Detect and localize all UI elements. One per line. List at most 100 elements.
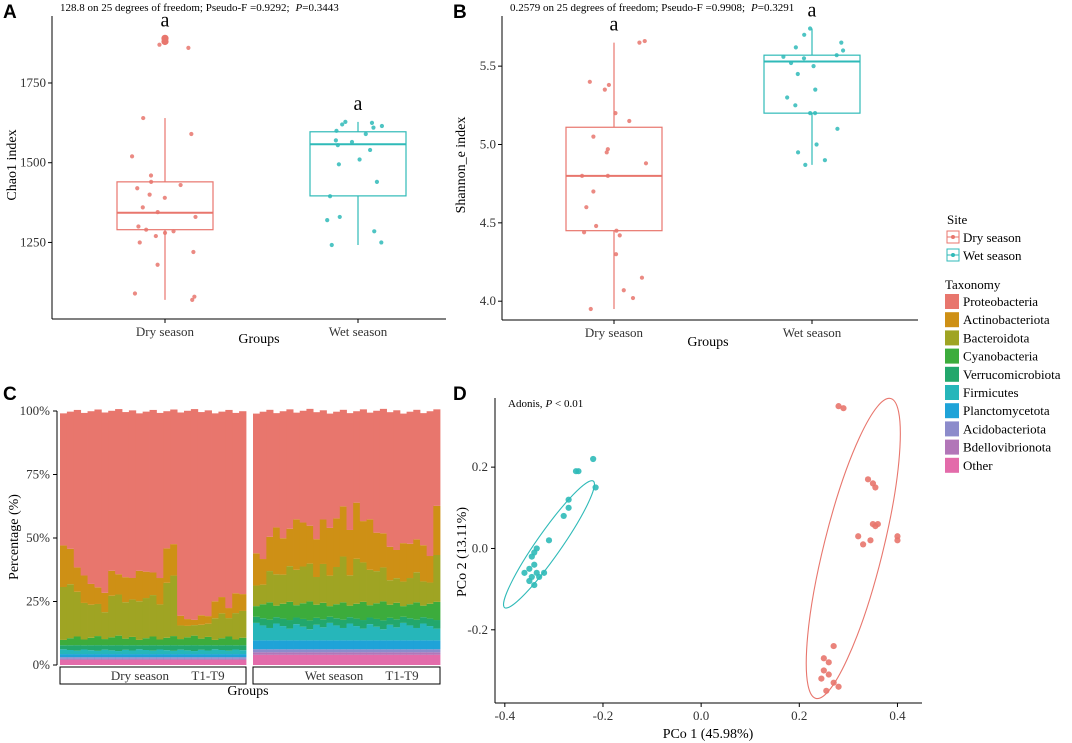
jitter-point [132, 291, 138, 296]
wet-bar-segment [306, 620, 314, 630]
dry-bar-segment [87, 411, 95, 584]
wet-bar-segment [419, 640, 428, 650]
jitter-point [162, 195, 167, 200]
dry-bar-segment [87, 583, 95, 605]
dry-bar-segment [122, 645, 130, 650]
wet-bar-segment [379, 533, 387, 568]
wet-bar-segment [426, 649, 434, 653]
wet-bar-segment [346, 623, 354, 641]
jitter-point [822, 158, 828, 163]
panel-d-pcoa-scatter: -0.4 -0.2 0.0 0.2 0.4 -0.2 0.0 0.2 [467, 397, 922, 723]
wet-bar-segment [366, 605, 374, 618]
dry-bar-segment [101, 654, 109, 658]
dry-bar-segment [101, 645, 109, 650]
dry-bar-segment [225, 650, 233, 655]
dry-bar-segment [170, 659, 178, 665]
wet-bar-segment [259, 640, 267, 650]
dry-bar-segment [149, 595, 157, 637]
dry-bar-segment [156, 654, 164, 658]
wet-bar-segment [293, 519, 301, 570]
wet-bar-segment [259, 654, 267, 665]
wet-bar-segment [399, 649, 408, 653]
dry-bar-segment [149, 636, 157, 646]
wet-bar-segment [319, 563, 327, 603]
panel-label-c: C [3, 384, 17, 405]
dry-bar-segment [115, 574, 123, 595]
wet-bar-segment [386, 652, 394, 655]
dry-bar-segment [60, 657, 68, 659]
dry-bar-segment [101, 649, 109, 655]
dry-bar-segment [115, 658, 123, 660]
wet-bar-segment [306, 652, 314, 655]
dry-bar-segment [177, 659, 185, 665]
wet-bar-segment [253, 413, 261, 554]
wet-bar-segment [373, 626, 381, 641]
dry-bar-segment [239, 610, 247, 638]
wet-bar-segment [326, 654, 334, 665]
wet-bar-segment [326, 606, 334, 617]
dry-bar-segment [60, 545, 68, 588]
taxa-key-label: Other [963, 458, 993, 473]
dry-bar-segment [163, 411, 171, 549]
x-tick-label: Dry season [585, 325, 644, 340]
wet-bar-segment [373, 603, 381, 619]
jitter-point [129, 154, 135, 159]
dry-bar-segment [211, 657, 219, 659]
dry-season-point [867, 537, 874, 544]
dry-bar-segment [218, 654, 226, 658]
dry-bar-segment [190, 651, 199, 655]
dry-bar-segment [122, 654, 130, 658]
wet-bar-segment [346, 413, 354, 530]
wet-bar-segment [253, 649, 261, 653]
dry-season-point [840, 405, 847, 412]
wet-bar-segment [399, 606, 408, 617]
wet-bar-segment [266, 536, 274, 572]
dry-bar-segment [204, 657, 212, 659]
taxa-key-label: Bacteroidota [963, 330, 1030, 345]
wet-bar-segment [353, 654, 361, 665]
wet-bar-segment [339, 506, 347, 557]
dry-bar-segment [135, 639, 144, 646]
dry-bar-segment [66, 645, 75, 651]
wet-bar-segment [286, 628, 294, 641]
wet-season-point [540, 569, 548, 576]
wet-bar-segment [353, 618, 361, 627]
dry-bar-segment [218, 613, 226, 639]
wet-bar-segment [286, 640, 294, 650]
wet-bar-segment [359, 654, 367, 665]
dry-bar-segment [232, 639, 240, 646]
dry-bar-segment [170, 575, 178, 637]
dry-bar-segment [163, 650, 171, 655]
wet-bar-segment [433, 505, 441, 556]
x-tick-label: 0.2 [791, 708, 807, 723]
dry-bar-segment [184, 645, 192, 651]
jitter-point [584, 205, 589, 210]
dry-bar-segment [149, 657, 157, 659]
stat-text-b: 0.2579 on 25 degrees of freedom; Pseudo-… [510, 2, 794, 14]
dry-bar-segment [128, 658, 137, 660]
dry-bar-segment [156, 604, 164, 640]
wet-bar-segment [279, 603, 287, 619]
wet-bar-segment [293, 652, 301, 655]
dry-bar-segment [170, 544, 178, 576]
wet-bar-segment [413, 619, 421, 628]
jitter-point [191, 249, 196, 255]
dry-bar-segment [190, 657, 199, 659]
wet-bar-segment [366, 624, 374, 641]
dry-bar-segment [94, 657, 102, 659]
wet-bar-segment [393, 649, 401, 653]
dry-bar-segment [156, 412, 164, 579]
wet-bar-segment [326, 622, 334, 641]
y-tick-label: 4.0 [480, 293, 496, 308]
dry-bar-segment [73, 657, 82, 659]
dry-bar-segment [94, 659, 102, 665]
jitter-point [193, 214, 198, 220]
dry-bar-segment [135, 645, 144, 650]
dry-bar-segment [122, 658, 130, 660]
dry-bar-segment [184, 657, 192, 659]
wet-season-point [560, 512, 567, 520]
dry-bar-segment [204, 410, 212, 617]
dry-bar-segment [108, 595, 116, 638]
wet-bar-segment [339, 409, 347, 507]
dry-bar-segment [115, 657, 123, 659]
